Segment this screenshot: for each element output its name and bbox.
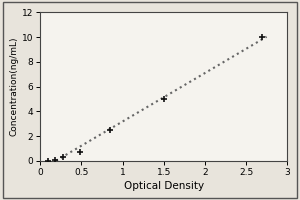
Point — [61, 155, 66, 158]
Point — [52, 158, 57, 161]
Point — [161, 97, 166, 101]
Point — [108, 128, 112, 132]
X-axis label: Optical Density: Optical Density — [124, 181, 204, 191]
Point — [260, 36, 265, 39]
Point — [46, 159, 51, 162]
Point — [77, 150, 82, 153]
Y-axis label: Concentration(ng/mL): Concentration(ng/mL) — [10, 37, 19, 136]
